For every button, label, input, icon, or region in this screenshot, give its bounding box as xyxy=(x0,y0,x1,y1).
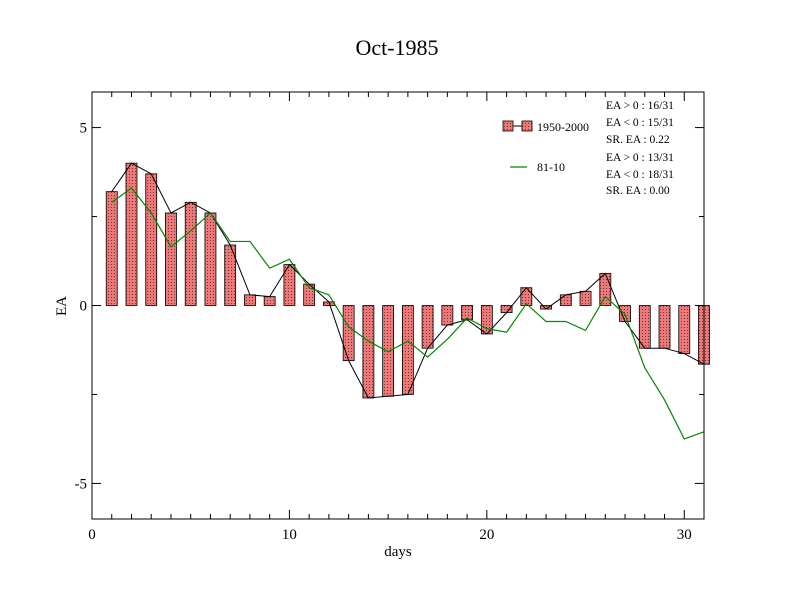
line-series xyxy=(111,162,705,440)
y-axis: -5 0 5 xyxy=(75,121,704,492)
bar-day-6 xyxy=(204,212,217,306)
x-tick-label: 20 xyxy=(479,527,494,543)
bar-day-17 xyxy=(421,305,434,349)
bar-day-8 xyxy=(244,294,256,306)
x-axis-label: days xyxy=(384,544,412,560)
bar-day-22 xyxy=(520,287,533,306)
legend-label-series-2: 81-10 xyxy=(537,160,565,174)
stat-series-2-positive: EA > 0 : 13/31 xyxy=(606,152,674,164)
series-2-line xyxy=(111,187,705,440)
legend-swatch-bar-right xyxy=(521,120,533,132)
x-tick-label: 10 xyxy=(282,527,297,543)
legend-swatch-bar-left xyxy=(502,120,514,132)
bar-day-29 xyxy=(658,305,671,349)
y-tick-label: 0 xyxy=(80,299,88,315)
bar-day-3 xyxy=(145,173,158,306)
bar-day-15 xyxy=(382,305,395,397)
stat-series-2-sr: SR. EA : 0.00 xyxy=(606,185,670,197)
stat-series-1-sr: SR. EA : 0.22 xyxy=(606,134,670,146)
stat-series-1-positive: EA > 0 : 16/31 xyxy=(606,100,674,112)
y-tick-label: -5 xyxy=(75,476,88,492)
bar-day-16 xyxy=(401,305,414,395)
stat-series-2-negative: EA < 0 : 18/31 xyxy=(606,169,674,181)
bar-day-25 xyxy=(579,290,592,306)
bar-day-13 xyxy=(342,305,355,362)
y-axis-label: EA xyxy=(54,296,70,316)
x-tick-label: 0 xyxy=(88,527,96,543)
bar-day-18 xyxy=(441,305,454,326)
chart-title: Oct-1985 xyxy=(355,35,438,60)
stat-series-1-negative: EA < 0 : 15/31 xyxy=(606,117,674,129)
legend: 1950-2000 81-10 EA > 0 : 16/31 EA < 0 : … xyxy=(502,100,674,197)
bar-day-9 xyxy=(263,296,276,306)
x-axis: 0 10 20 30 xyxy=(88,92,705,543)
x-tick-label: 30 xyxy=(677,527,692,543)
bar-day-4 xyxy=(165,212,177,306)
bar-day-14 xyxy=(362,305,375,399)
bar-series xyxy=(105,162,710,399)
legend-label-series-1: 1950-2000 xyxy=(537,120,589,134)
bar-day-24 xyxy=(559,294,572,306)
bar-day-27 xyxy=(619,305,631,322)
bar-day-28 xyxy=(638,305,651,349)
bar-day-2 xyxy=(125,162,138,306)
bar-day-21 xyxy=(500,305,513,314)
y-tick-label: 5 xyxy=(80,121,88,137)
bar-day-30 xyxy=(678,305,691,354)
bar-day-5 xyxy=(184,201,197,306)
bar-day-1 xyxy=(105,191,118,306)
